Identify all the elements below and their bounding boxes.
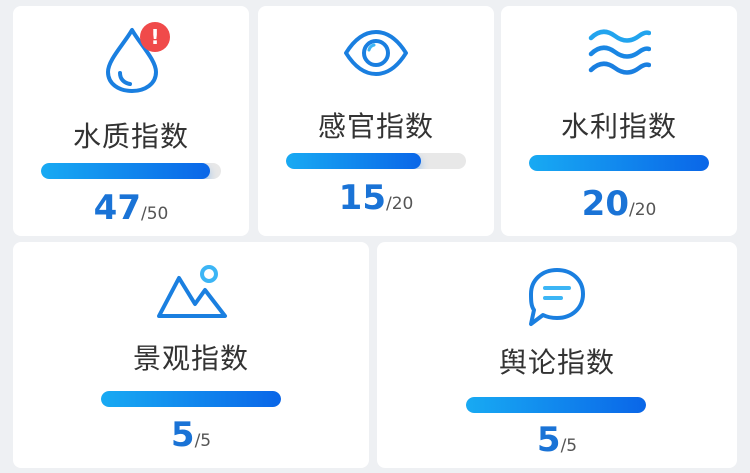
card-title: 感官指数 <box>317 110 434 143</box>
chat-bubble-icon <box>529 268 585 326</box>
index-card-sensory[interactable]: 感官指数 15/20 <box>258 6 494 236</box>
progress-bar <box>101 391 281 407</box>
card-title: 水利指数 <box>560 110 677 143</box>
index-card-water-conservancy[interactable]: 水利指数 20/20 <box>501 6 737 236</box>
score-total: /20 <box>385 194 414 214</box>
score-value: 5 <box>536 420 561 460</box>
progress-bar <box>466 397 646 413</box>
index-card-public-opinion[interactable]: 舆论指数 5/5 <box>377 242 737 468</box>
score-readout: 15/20 <box>258 178 494 224</box>
mountain-icon <box>157 265 227 318</box>
score-value: 15 <box>338 178 386 218</box>
waves-icon <box>588 29 651 75</box>
score-total: /5 <box>560 436 578 456</box>
score-value: 47 <box>93 188 141 228</box>
score-value: 20 <box>581 184 629 224</box>
alert-badge: ! <box>140 22 170 52</box>
eye-icon <box>344 30 408 76</box>
score-total: /20 <box>628 200 657 220</box>
progress-fill <box>466 397 646 413</box>
progress-bar <box>286 153 466 169</box>
index-card-landscape[interactable]: 景观指数 5/5 <box>13 242 369 468</box>
progress-fill <box>41 163 211 179</box>
progress-bar <box>529 155 709 171</box>
progress-fill <box>286 153 421 169</box>
score-readout: 5/5 <box>13 415 369 461</box>
score-readout: 5/5 <box>377 420 737 466</box>
index-card-water-quality[interactable]: ! 水质指数 47/50 <box>13 6 249 236</box>
score-readout: 47/50 <box>13 188 249 234</box>
card-title: 舆论指数 <box>498 346 615 379</box>
card-title: 水质指数 <box>72 120 189 153</box>
progress-fill <box>101 391 281 407</box>
water-drop-icon <box>106 28 158 93</box>
progress-fill <box>529 155 709 171</box>
score-value: 5 <box>170 415 195 455</box>
score-readout: 20/20 <box>501 184 737 230</box>
score-total: /5 <box>194 431 212 451</box>
card-title: 景观指数 <box>132 342 249 375</box>
progress-bar <box>41 163 221 179</box>
score-total: /50 <box>140 204 169 224</box>
